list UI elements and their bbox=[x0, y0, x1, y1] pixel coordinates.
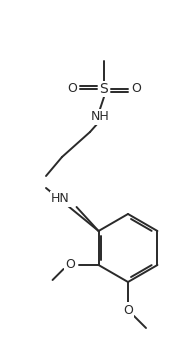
Text: NH: NH bbox=[91, 110, 109, 124]
Text: O: O bbox=[67, 82, 77, 95]
Text: O: O bbox=[131, 82, 141, 95]
Text: S: S bbox=[100, 82, 108, 96]
Text: O: O bbox=[66, 258, 75, 272]
Text: O: O bbox=[123, 303, 133, 317]
Text: HN: HN bbox=[51, 192, 70, 206]
